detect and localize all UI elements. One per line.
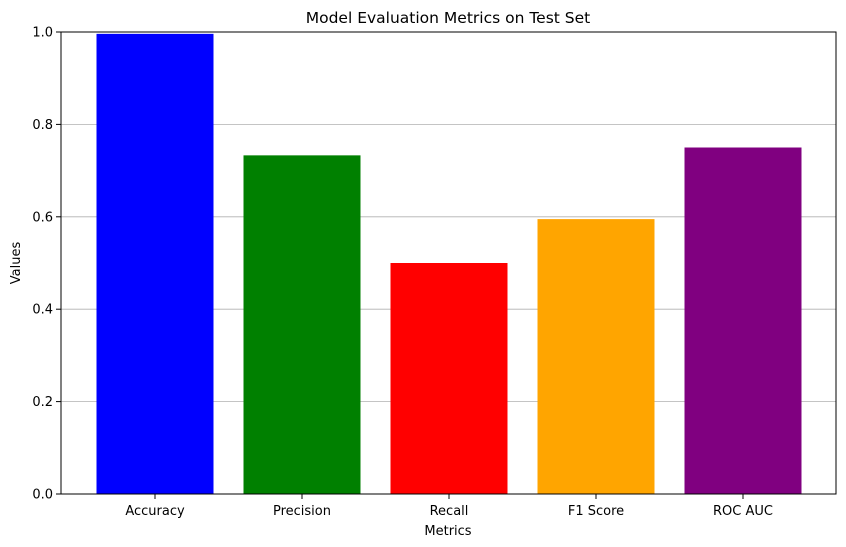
x-axis-label: Metrics	[424, 524, 471, 539]
bar-recall	[390, 263, 508, 494]
x-tick-label-4: ROC AUC	[713, 504, 773, 519]
y-tick-label-4: 0.8	[32, 118, 53, 133]
x-tick-label-3: F1 Score	[568, 504, 624, 519]
bar-accuracy	[96, 33, 214, 495]
x-tick-label-2: Recall	[430, 504, 469, 519]
y-tick-label-1: 0.2	[32, 395, 53, 410]
y-axis-ticks: 0.0 0.2 0.4 0.6 0.8 1.0	[32, 26, 61, 503]
bars	[96, 33, 802, 495]
y-tick-label-0: 0.0	[32, 488, 53, 503]
y-tick-label-2: 0.4	[32, 303, 53, 318]
bar-roc-auc	[684, 147, 802, 494]
y-tick-label-5: 1.0	[32, 26, 53, 41]
x-tick-label-1: Precision	[273, 504, 331, 519]
y-tick-label-3: 0.6	[32, 210, 53, 225]
x-tick-label-0: Accuracy	[125, 504, 185, 519]
bar-precision	[243, 155, 361, 494]
chart-title: Model Evaluation Metrics on Test Set	[306, 9, 591, 27]
y-axis-label: Values	[9, 242, 24, 285]
bar-f1-score	[537, 219, 655, 495]
x-axis-ticks: Accuracy Precision Recall F1 Score ROC AUC	[125, 494, 773, 519]
